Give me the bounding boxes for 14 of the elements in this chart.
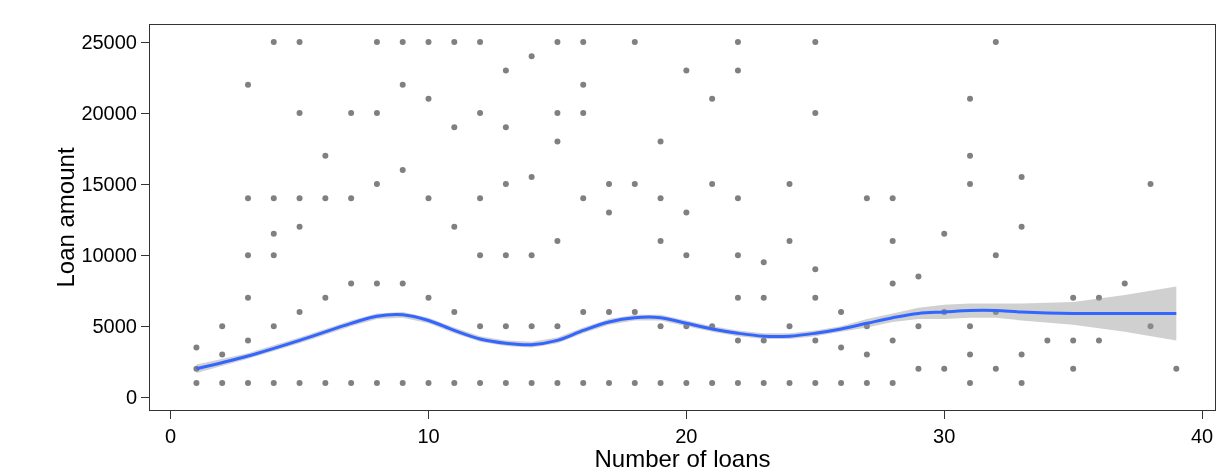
y-tick-label: 15000 [81, 173, 137, 196]
x-tick-label: 20 [675, 425, 698, 447]
x-tick-label: 40 [1190, 425, 1214, 447]
line-series [194, 308, 1178, 371]
x-tick-label: 30 [933, 425, 956, 447]
y-tick-label: 10000 [81, 244, 137, 267]
y-axis-title: Loan amount [52, 147, 80, 288]
x-tick-label: 0 [165, 425, 177, 447]
y-tick-label: 0 [125, 386, 137, 409]
y-tick-label: 20000 [81, 102, 137, 125]
x-tick-label: 10 [417, 425, 440, 447]
y-tick-label: 5000 [92, 315, 137, 338]
y-tick-label: 25000 [81, 31, 137, 54]
x-axis-title: Number of loans [594, 445, 771, 472]
